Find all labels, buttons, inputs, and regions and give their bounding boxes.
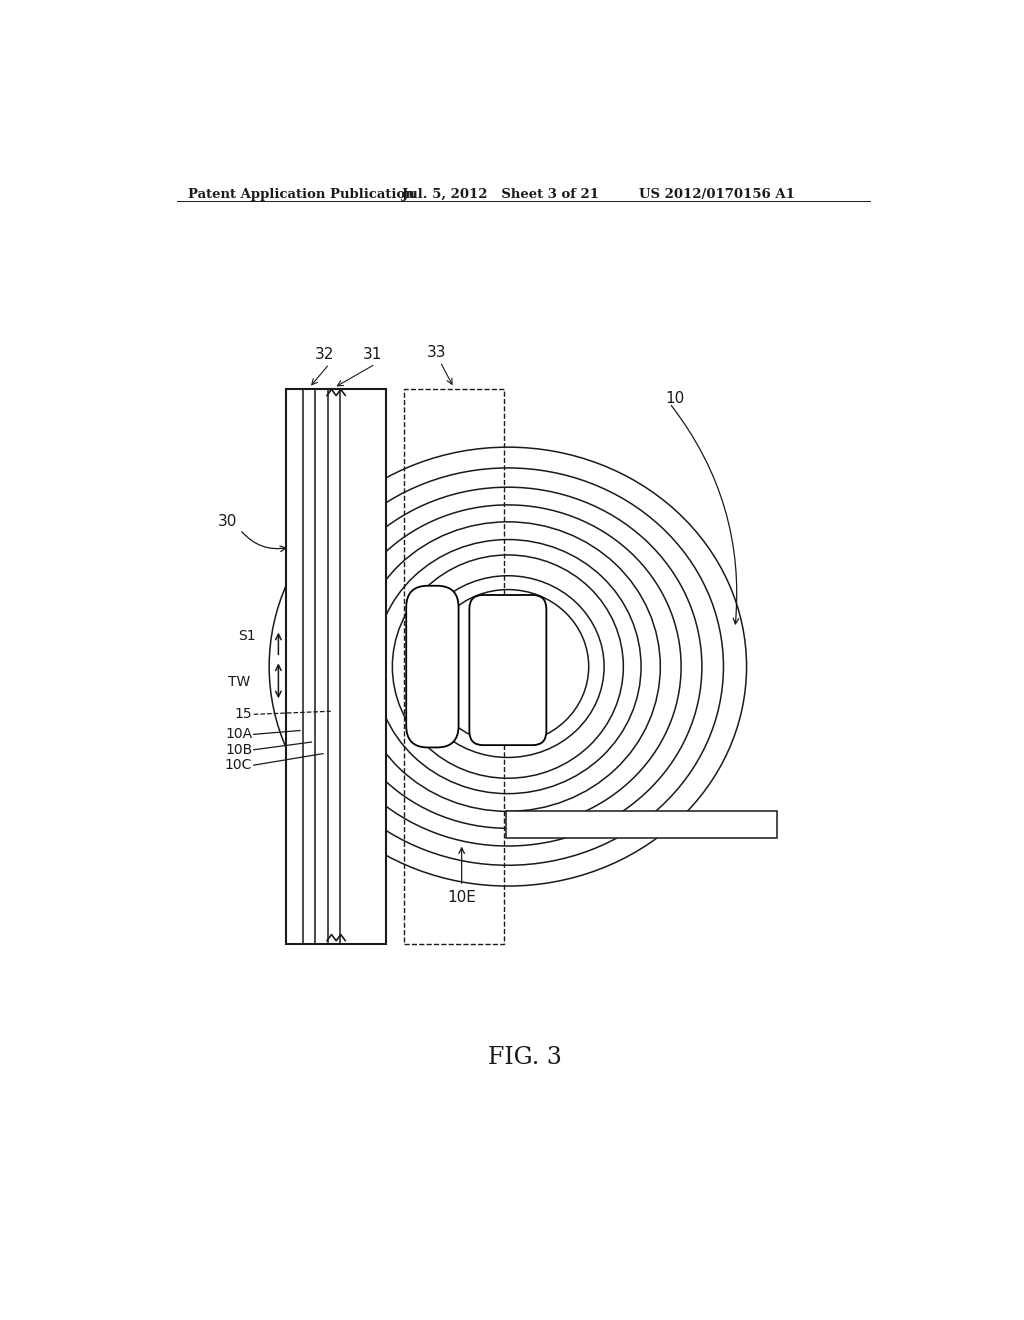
Text: 10E: 10E <box>447 890 476 906</box>
FancyBboxPatch shape <box>469 595 547 744</box>
Text: 10C: 10C <box>225 758 252 772</box>
Bar <box>403 389 504 944</box>
Text: 33: 33 <box>427 345 446 360</box>
Text: 10: 10 <box>666 391 685 407</box>
FancyBboxPatch shape <box>407 586 459 747</box>
Text: 30: 30 <box>217 515 237 529</box>
Text: TW: TW <box>227 675 250 689</box>
Text: 31: 31 <box>362 347 382 363</box>
Text: Jul. 5, 2012   Sheet 3 of 21: Jul. 5, 2012 Sheet 3 of 21 <box>401 187 599 201</box>
Text: FIG. 3: FIG. 3 <box>487 1047 562 1069</box>
Bar <box>286 389 386 944</box>
Bar <box>286 389 386 944</box>
Text: Patent Application Publication: Patent Application Publication <box>188 187 415 201</box>
Bar <box>303 389 315 944</box>
Text: US 2012/0170156 A1: US 2012/0170156 A1 <box>639 187 795 201</box>
Text: S1: S1 <box>238 628 255 643</box>
Bar <box>328 389 340 944</box>
Text: 10A: 10A <box>225 727 252 742</box>
Bar <box>506 810 777 838</box>
Text: 15: 15 <box>234 708 252 721</box>
Text: 32: 32 <box>315 347 334 363</box>
Text: 10B: 10B <box>225 743 252 756</box>
